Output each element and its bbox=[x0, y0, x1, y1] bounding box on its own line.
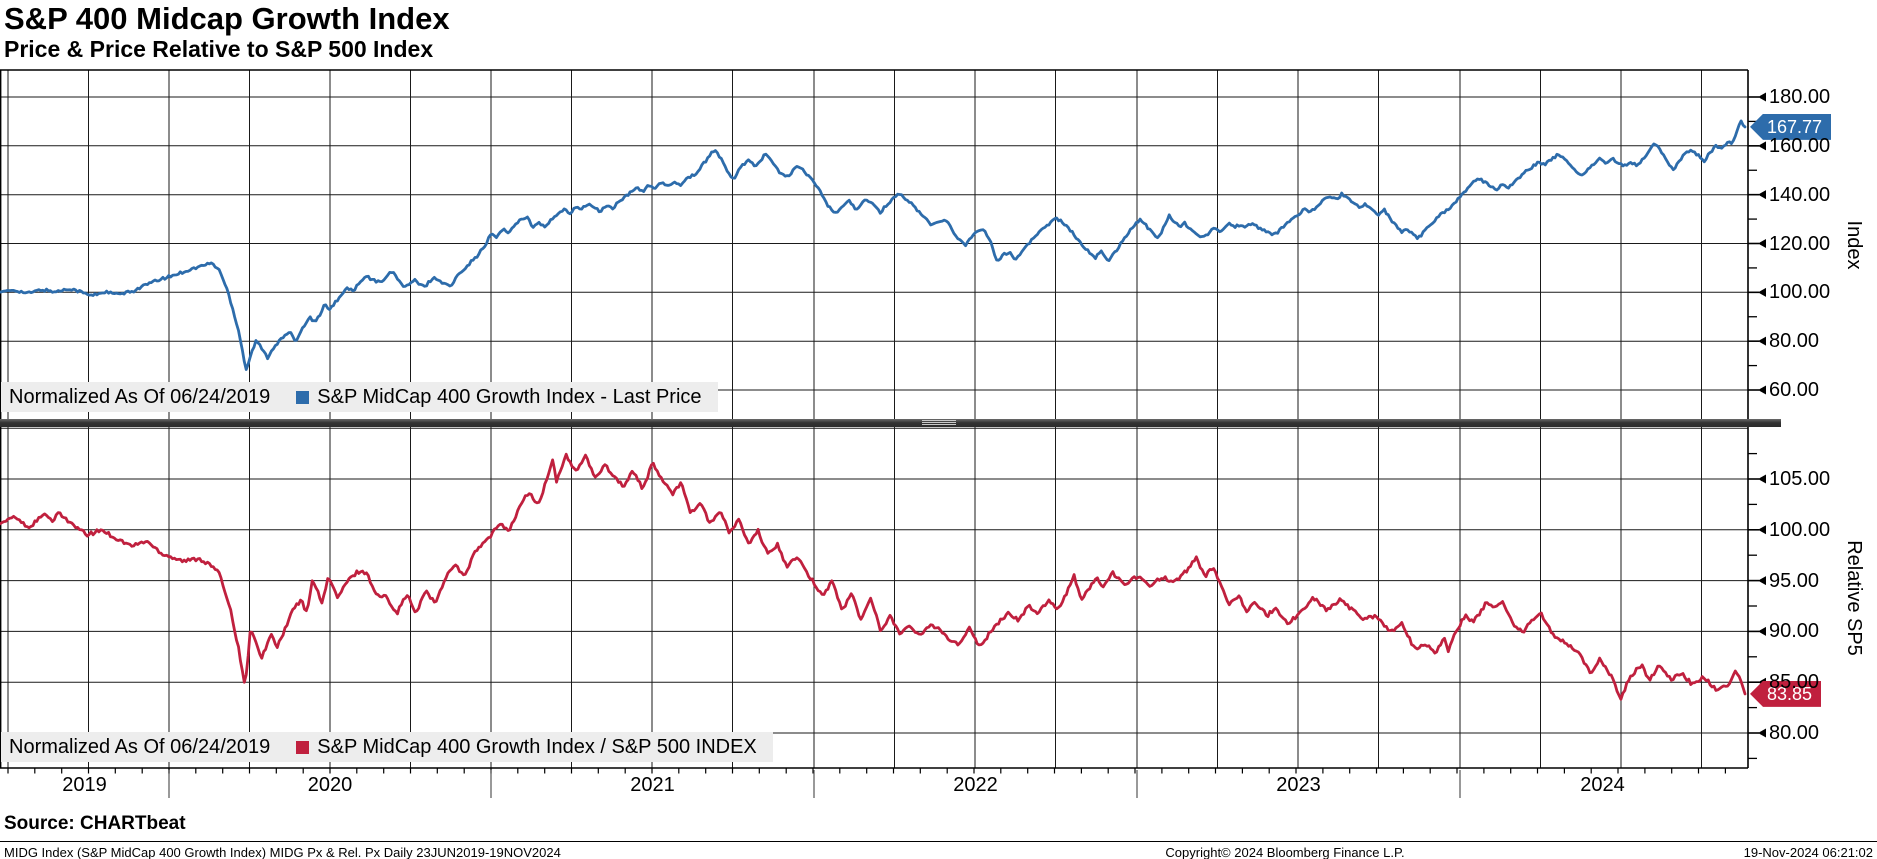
x-axis-year-label: 2023 bbox=[1276, 774, 1321, 796]
legend-series-label: S&P MidCap 400 Growth Index / S&P 500 IN… bbox=[317, 735, 757, 758]
y-tick-label: 160.00 bbox=[1769, 134, 1831, 157]
relative-panel-plot-area[interactable] bbox=[0, 427, 1748, 768]
y-tick-label: 80.00 bbox=[1769, 330, 1820, 353]
legend-normalized-note: Normalized As Of 06/24/2019 bbox=[9, 385, 271, 408]
last-price-badge-relative: 83.85 bbox=[1750, 680, 1822, 707]
x-axis-year-label: 2020 bbox=[307, 774, 353, 796]
page-subtitle: Price & Price Relative to S&P 500 Index bbox=[4, 36, 434, 62]
y-tick-label: 90.00 bbox=[1769, 620, 1820, 643]
y-tick-label: 95.00 bbox=[1769, 569, 1820, 592]
y-tick-label: 80.00 bbox=[1769, 722, 1820, 744]
last-price-badge-index: 167.77 bbox=[1750, 113, 1832, 140]
footer-timestamp: 19-Nov-2024 06:21:02 bbox=[1743, 845, 1873, 859]
footer-descriptor: MIDG Index (S&P MidCap 400 Growth Index)… bbox=[4, 845, 561, 859]
splitter-grip-icon[interactable] bbox=[922, 420, 956, 425]
y-tick-label: 120.00 bbox=[1769, 232, 1831, 255]
legend-normalized-note: Normalized As Of 06/24/2019 bbox=[9, 735, 271, 758]
x-axis-year-label: 2024 bbox=[1580, 774, 1625, 796]
y-axis-title-relative: Relative SP5 bbox=[1843, 540, 1865, 656]
page-title: S&P 400 Midcap Growth Index bbox=[4, 1, 450, 36]
x-axis-year-label: 2021 bbox=[630, 774, 675, 796]
panel-splitter[interactable] bbox=[0, 419, 1781, 427]
y-tick-label: 105.00 bbox=[1769, 468, 1831, 490]
legend-relative-panel: Normalized As Of 06/24/2019 S&P MidCap 4… bbox=[1, 732, 773, 762]
y-tick-label: 100.00 bbox=[1769, 518, 1831, 541]
y-tick-label: 60.00 bbox=[1769, 379, 1820, 401]
legend-index-panel: Normalized As Of 06/24/2019 S&P MidCap 4… bbox=[1, 382, 718, 412]
legend-series-label: S&P MidCap 400 Growth Index - Last Price bbox=[317, 385, 702, 408]
y-tick-label: 100.00 bbox=[1769, 281, 1831, 304]
x-axis-year-label: 2019 bbox=[62, 774, 107, 796]
footer-strip bbox=[0, 841, 1877, 859]
series-swatch-relative-icon bbox=[296, 740, 310, 754]
y-tick-label: 140.00 bbox=[1769, 183, 1831, 206]
x-axis-year-label: 2022 bbox=[953, 774, 998, 796]
y-tick-label: 85.00 bbox=[1769, 671, 1820, 694]
y-tick-label: 180.00 bbox=[1769, 86, 1831, 108]
source-label: Source: CHARTbeat bbox=[4, 813, 186, 834]
series-swatch-index-icon bbox=[296, 390, 310, 404]
footer-copyright: Copyright© 2024 Bloomberg Finance L.P. bbox=[1165, 845, 1405, 859]
index-panel-plot-area[interactable] bbox=[0, 70, 1748, 419]
y-axis-title-index: Index bbox=[1843, 220, 1865, 270]
